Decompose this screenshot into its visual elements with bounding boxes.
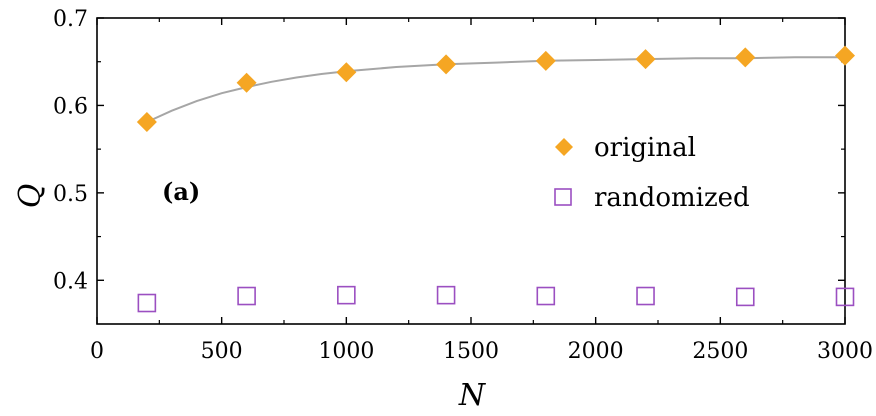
- point-randomized: [436, 285, 456, 305]
- point-randomized: [536, 286, 556, 306]
- x-tick-label: 3000: [817, 339, 873, 364]
- point-randomized: [337, 285, 356, 305]
- y-tick-label: 0.7: [53, 7, 88, 32]
- legend-marker-randomized: [554, 188, 572, 206]
- y-tick-label: 0.5: [53, 182, 88, 207]
- fit-curve: [146, 56, 845, 123]
- markers-group: [136, 45, 855, 313]
- ticks-group: 0 500 1000 1500 2000 2500 3000 0.4 0.5 0.6 0.7: [53, 7, 873, 364]
- fit-curve-group: [146, 56, 845, 123]
- point-randomized: [137, 293, 157, 313]
- x-tick-label: 1000: [318, 339, 374, 364]
- legend-label-randomized: randomized: [594, 183, 750, 213]
- x-tick-label: 500: [201, 339, 243, 364]
- y-axis-title: Q: [13, 184, 48, 209]
- legend-label-original: original: [594, 133, 696, 163]
- y-tick-label: 0.6: [53, 94, 88, 119]
- x-tick-label: 2500: [692, 339, 748, 364]
- point-original: [735, 47, 756, 68]
- point-original: [236, 72, 257, 93]
- point-randomized: [237, 286, 256, 306]
- x-tick-label: 1500: [443, 339, 499, 364]
- point-original: [336, 62, 357, 83]
- point-randomized: [636, 286, 655, 306]
- point-original: [136, 112, 157, 133]
- legend-marker-original: [555, 138, 573, 156]
- point-original: [835, 45, 855, 66]
- point-original: [635, 49, 656, 70]
- point-original: [535, 50, 556, 71]
- x-axis-title: N: [458, 378, 487, 413]
- point-original: [436, 54, 457, 75]
- point-randomized: [735, 287, 755, 307]
- legend: original randomized: [554, 133, 750, 213]
- point-randomized: [835, 287, 855, 307]
- x-tick-label: 0: [90, 339, 104, 364]
- x-tick-label: 2000: [568, 339, 624, 364]
- panel-label: (a): [162, 177, 200, 206]
- y-tick-label: 0.4: [53, 269, 88, 294]
